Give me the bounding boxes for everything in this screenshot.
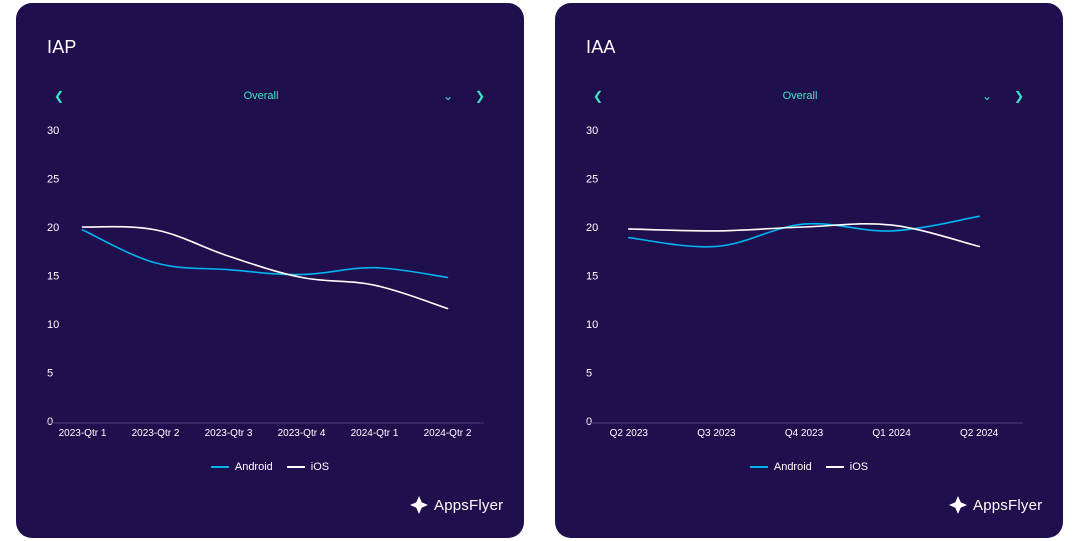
y-tick-label: 15 [47,271,59,283]
series-line-ios[interactable] [628,222,980,248]
chart-legend: Android iOS [16,459,524,475]
y-tick-label: 30 [47,125,59,137]
segment-dropdown-label[interactable]: Overall [782,90,818,102]
x-tick-label: 2023-Qtr 1 [59,428,107,439]
y-tick-label: 0 [47,416,53,428]
chevron-right-icon[interactable]: ❯ [1013,89,1025,103]
x-tick-label: 2023-Qtr 2 [132,428,180,439]
legend-label: Android [773,461,812,473]
series-line-android[interactable] [81,229,449,279]
appsflyer-logo: AppsFlyer [408,492,503,518]
logo-text: AppsFlyer [973,496,1043,514]
chart-legend: Android iOS [555,459,1063,475]
y-tick-label: 30 [586,125,598,137]
chevron-down-icon[interactable]: ⌄ [442,89,454,103]
x-tick-label: Q1 2024 [872,428,911,439]
chart-title: IAA [586,37,616,57]
iap-line-chart: 0 5 10 15 20 25 30 2023-Qtr 1 2023-Qtr 2 2023-Qtr… [46,125,484,439]
chevron-left-icon[interactable]: ❮ [592,89,604,103]
legend-item-ios[interactable]: iOS [825,461,869,473]
appsflyer-logo-icon [949,496,967,514]
iaa-chart-card: 0 5 10 15 20 25 30 Q2 2023 Q3 2023 Q4 2023 Q1 2024… [555,3,1063,538]
x-tick-label: 2024-Qtr 2 [424,428,472,439]
legend-swatch-ios [286,466,305,468]
legend-swatch-android [210,466,229,468]
y-tick-label: 0 [586,416,592,428]
chart-title: IAP [47,37,77,57]
series-line-ios[interactable] [81,225,449,310]
legend-label: iOS [310,461,330,473]
chevron-left-icon[interactable]: ❮ [53,89,65,103]
x-tick-label: 2024-Qtr 1 [351,428,399,439]
y-tick-label: 10 [47,319,59,331]
y-tick-label: 10 [586,319,598,331]
appsflyer-logo: AppsFlyer [947,492,1042,518]
x-tick-label: Q4 2023 [785,428,824,439]
y-tick-label: 5 [586,368,592,380]
iaa-line-chart: 0 5 10 15 20 25 30 Q2 2023 Q3 2023 Q4 2023 Q1 2024… [585,125,1023,439]
legend-swatch-ios [825,466,844,468]
y-tick-label: 20 [47,222,59,234]
x-tick-label: Q2 2024 [960,428,999,439]
legend-label: Android [234,461,273,473]
x-tick-label: 2023-Qtr 4 [278,428,326,439]
legend-item-android[interactable]: Android [749,461,812,473]
series-line-android[interactable] [628,215,980,248]
y-tick-label: 5 [47,368,53,380]
y-tick-label: 15 [586,271,598,283]
x-tick-label: Q3 2023 [697,428,736,439]
logo-text: AppsFlyer [434,496,504,514]
legend-label: iOS [849,461,869,473]
legend-item-ios[interactable]: iOS [286,461,330,473]
y-tick-label: 20 [586,222,598,234]
y-tick-label: 25 [586,174,598,186]
legend-swatch-android [749,466,768,468]
appsflyer-logo-icon [410,496,428,514]
chevron-right-icon[interactable]: ❯ [474,89,486,103]
segment-dropdown-label[interactable]: Overall [243,90,279,102]
chevron-down-icon[interactable]: ⌄ [981,89,993,103]
legend-item-android[interactable]: Android [210,461,273,473]
y-tick-label: 25 [47,174,59,186]
x-tick-label: 2023-Qtr 3 [205,428,253,439]
x-tick-label: Q2 2023 [610,428,649,439]
iap-chart-card: 0 5 10 15 20 25 30 2023-Qtr 1 2023-Qtr 2 2023-Qtr… [16,3,524,538]
